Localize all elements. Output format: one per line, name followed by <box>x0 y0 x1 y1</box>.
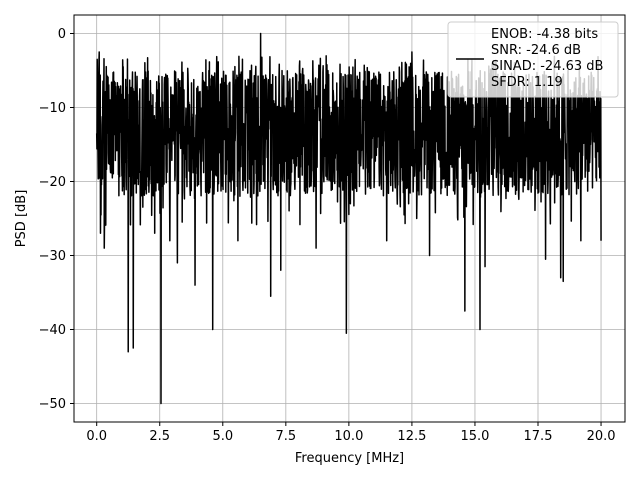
x-tick-label: 17.5 <box>524 429 553 444</box>
x-tick-label: 5.0 <box>212 429 233 444</box>
y-axis-label: PSD [dB] <box>14 190 29 248</box>
legend-enob: ENOB: -4.38 bits <box>491 27 598 42</box>
axis-ticks: 0.0 2.5 5.0 7.5 10.0 12.5 15.0 17.5 20.0 0 −10 −20 −… <box>39 27 616 444</box>
x-axis-label: Frequency [MHz] <box>295 451 404 466</box>
y-tick-label: −20 <box>39 175 66 190</box>
y-tick-label: −30 <box>39 249 66 264</box>
x-tick-label: 20.0 <box>587 429 616 444</box>
psd-series-line <box>95 32 602 405</box>
legend-snr: SNR: -24.6 dB <box>491 43 581 58</box>
y-tick-label: −40 <box>39 323 66 338</box>
y-tick-label: 0 <box>58 27 66 42</box>
legend-sinad: SINAD: -24.63 dB <box>491 59 603 74</box>
x-tick-label: 15.0 <box>460 429 489 444</box>
y-tick-label: −10 <box>39 101 66 116</box>
x-tick-label: 12.5 <box>397 429 426 444</box>
legend-sfdr: SFDR: 1.19 <box>491 75 563 90</box>
legend-box <box>447 21 619 98</box>
x-tick-label: 0.0 <box>86 429 107 444</box>
y-tick-label: −50 <box>39 397 66 412</box>
x-tick-label: 7.5 <box>275 429 296 444</box>
legend: ENOB: -4.38 bits SNR: -24.6 dB SINAD: -2… <box>447 21 619 98</box>
x-tick-label: 10.0 <box>334 429 363 444</box>
plot-area <box>95 32 602 405</box>
axes-frame <box>73 14 626 423</box>
x-tick-label: 2.5 <box>149 429 170 444</box>
